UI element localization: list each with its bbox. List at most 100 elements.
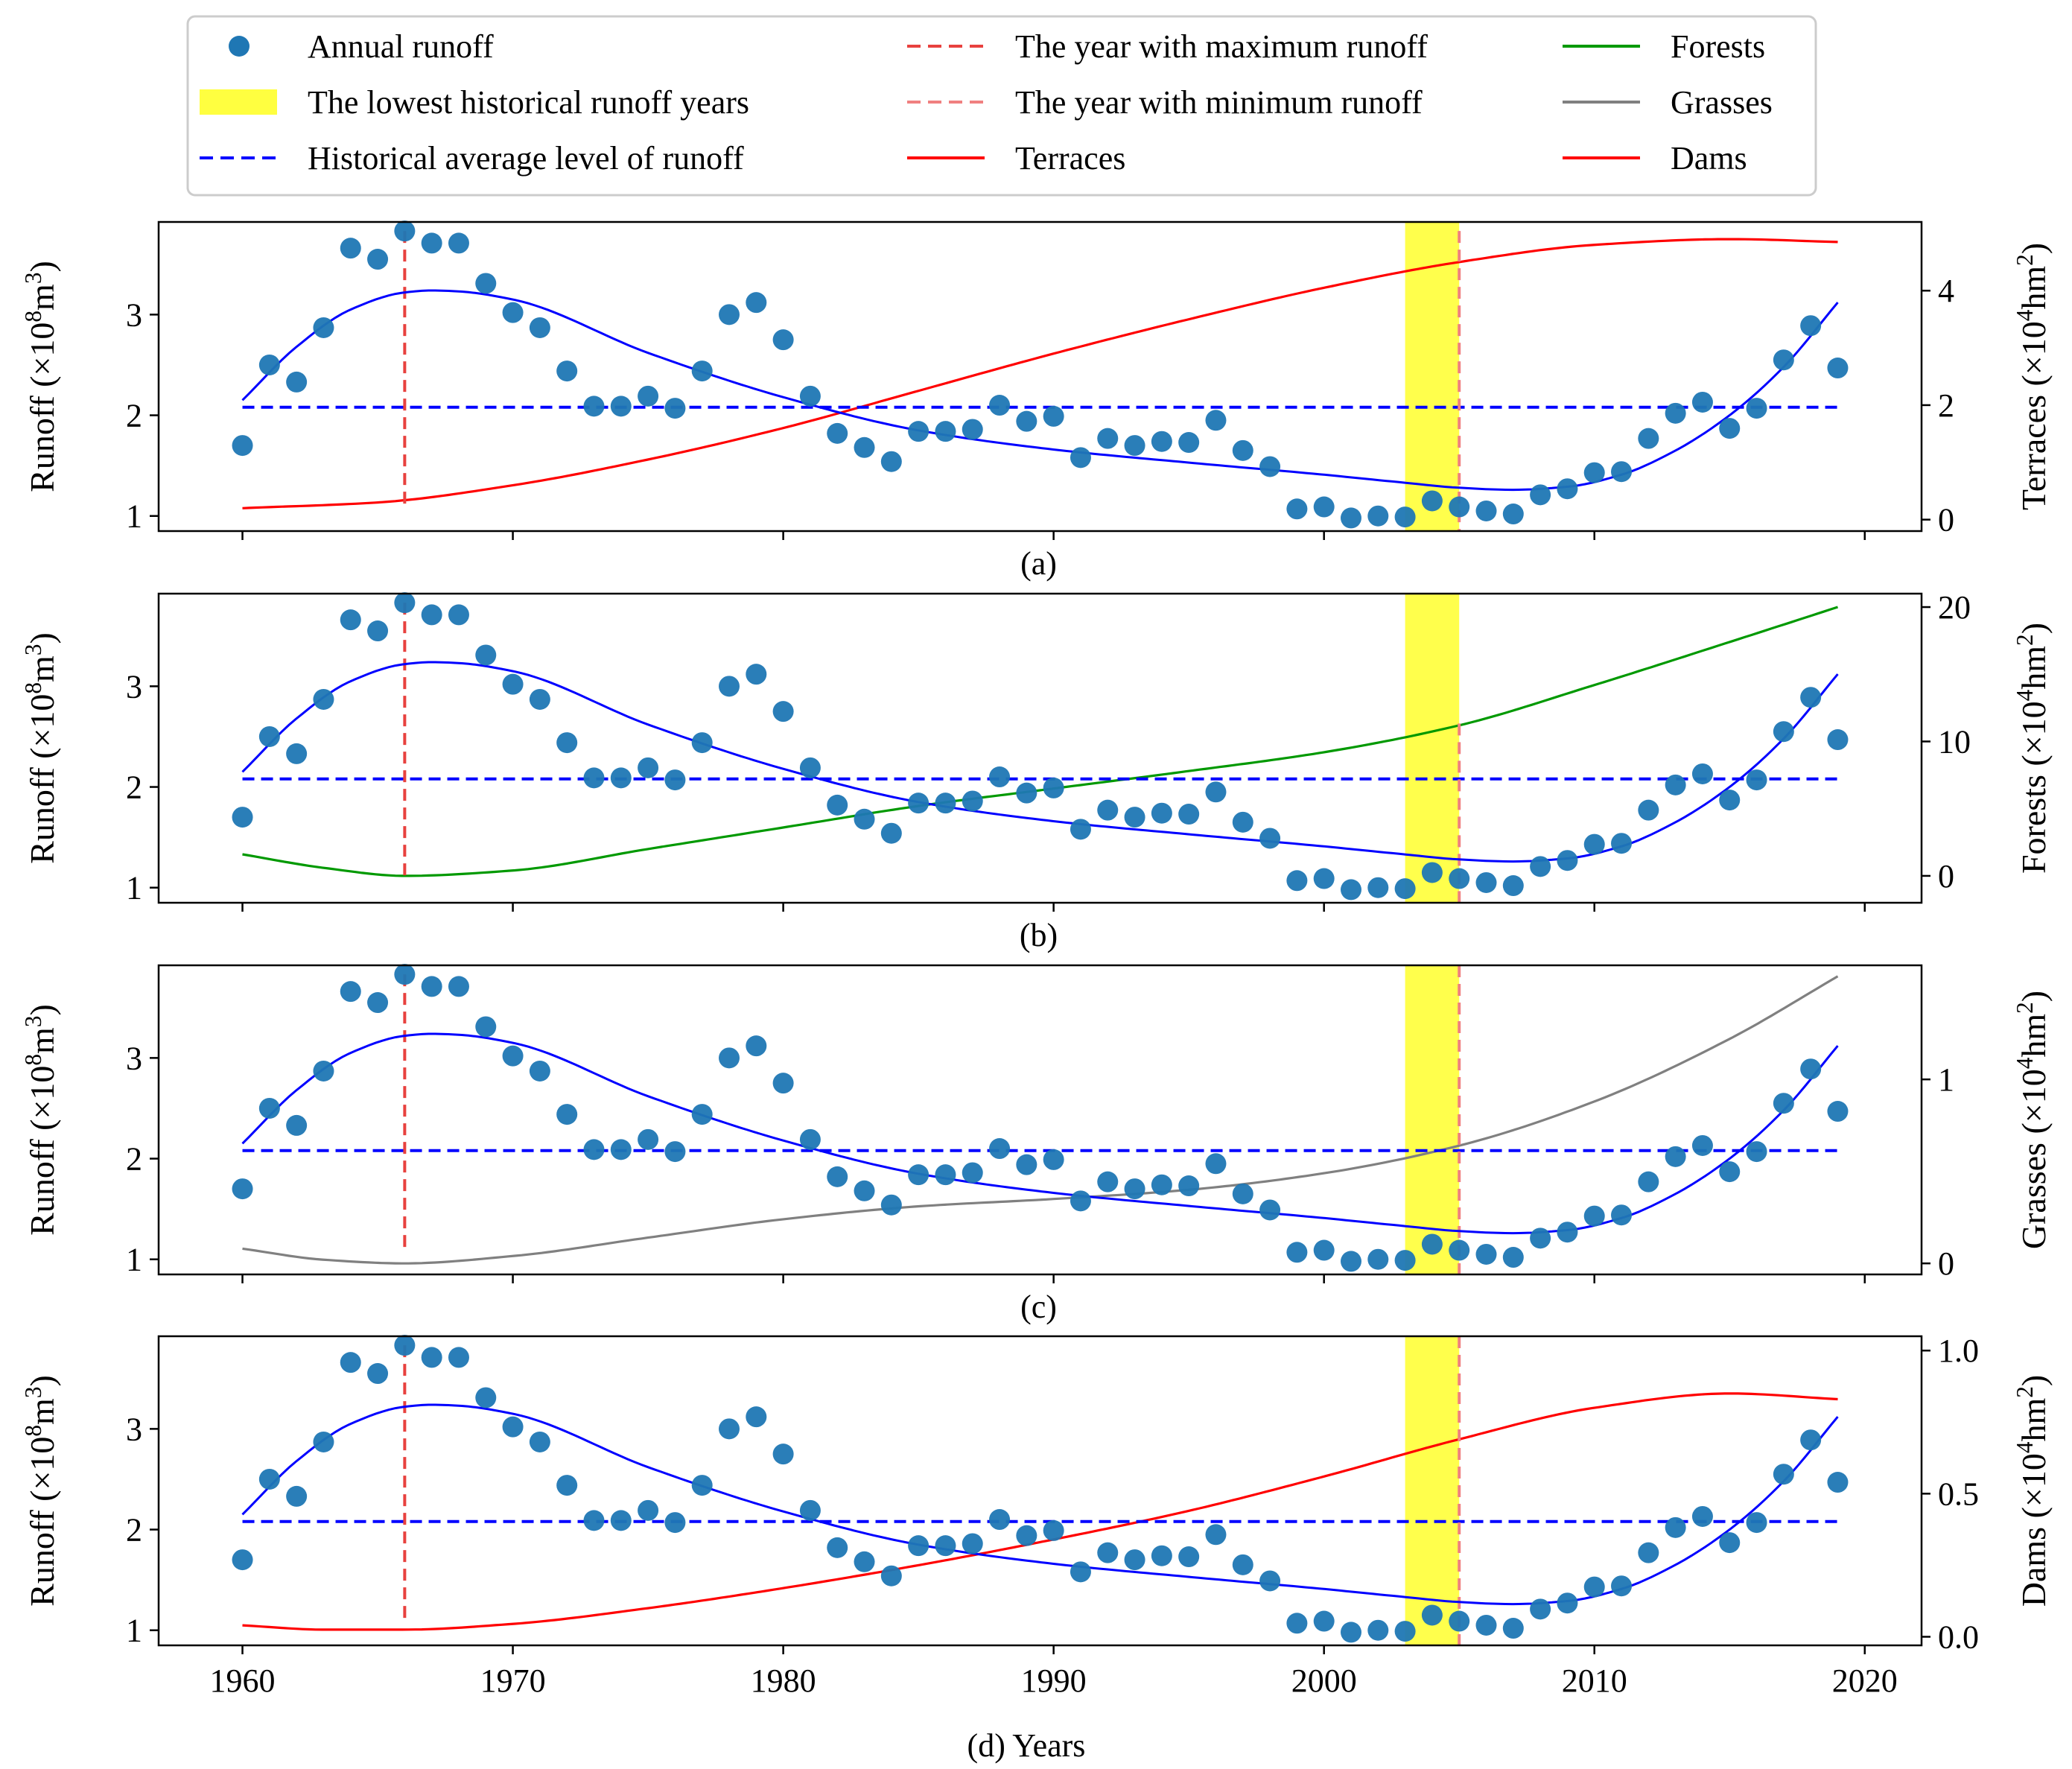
landuse-line bbox=[242, 606, 1838, 877]
annual-runoff-point bbox=[1827, 1472, 1849, 1493]
annual-runoff-point bbox=[1557, 478, 1578, 500]
annual-runoff-point bbox=[1043, 405, 1064, 427]
annual-runoff-point bbox=[1070, 1561, 1091, 1583]
annual-runoff-point bbox=[1557, 1222, 1578, 1243]
annual-runoff-point bbox=[1286, 498, 1308, 520]
annual-runoff-point bbox=[989, 766, 1011, 788]
annual-runoff-point bbox=[1449, 496, 1470, 518]
annual-runoff-point bbox=[421, 232, 442, 254]
annual-runoff-point bbox=[664, 1512, 686, 1534]
annual-runoff-point bbox=[1259, 828, 1281, 849]
annual-runoff-point bbox=[1043, 1519, 1064, 1541]
annual-runoff-point bbox=[394, 1335, 416, 1356]
annual-runoff-point bbox=[1773, 1093, 1794, 1114]
annual-runoff-point bbox=[719, 676, 740, 697]
right-axis-label: Dams (×104hm2) bbox=[2012, 1375, 2053, 1607]
annual-runoff-point bbox=[1097, 799, 1119, 821]
legend-label: The year with minimum runoff bbox=[1015, 84, 1423, 121]
annual-runoff-point bbox=[962, 790, 983, 812]
annual-runoff-point bbox=[475, 1016, 497, 1038]
annual-runoff-point bbox=[1313, 1239, 1335, 1261]
annual-runoff-point bbox=[1313, 496, 1335, 518]
annual-runoff-point bbox=[1232, 1183, 1253, 1204]
panel-caption: (a) bbox=[1020, 545, 1057, 582]
annual-runoff-point bbox=[962, 419, 983, 440]
annual-runoff-point bbox=[664, 398, 686, 419]
panel-frame bbox=[157, 220, 1923, 533]
annual-runoff-point bbox=[1449, 1239, 1470, 1261]
legend-label: Forests bbox=[1671, 28, 1765, 65]
annual-runoff-point bbox=[1016, 410, 1037, 432]
annual-runoff-point bbox=[1286, 1613, 1308, 1634]
x-tick-label: 2010 bbox=[1562, 1662, 1627, 1699]
annual-runoff-point bbox=[1583, 833, 1605, 855]
annual-runoff-point bbox=[610, 1510, 632, 1531]
annual-runoff-point bbox=[448, 1347, 469, 1368]
annual-runoff-point bbox=[1502, 504, 1524, 525]
right-tick-label: 0.0 bbox=[1938, 1619, 1979, 1655]
annual-runoff-point bbox=[610, 1139, 632, 1160]
left-axis-label: Runoff (×108m3) bbox=[20, 1375, 62, 1607]
legend: Annual runoff The lowest historical runof… bbox=[186, 15, 1817, 197]
annual-runoff-point bbox=[232, 435, 253, 457]
annual-runoff-point bbox=[1097, 1171, 1119, 1192]
annual-runoff-point bbox=[772, 701, 794, 722]
annual-runoff-point bbox=[1638, 428, 1659, 449]
annual-runoff-point bbox=[799, 757, 821, 778]
annual-runoff-point bbox=[1475, 1614, 1497, 1636]
annual-runoff-point bbox=[313, 1431, 334, 1452]
legend-item: The year with minimum runoff bbox=[907, 84, 1423, 121]
annual-runoff-point bbox=[1800, 315, 1822, 337]
annual-runoff-point bbox=[772, 1073, 794, 1094]
annual-runoff-point bbox=[908, 421, 929, 442]
annual-runoff-point bbox=[1638, 1542, 1659, 1563]
annual-runoff-point bbox=[340, 238, 361, 259]
annual-runoff-point bbox=[556, 1104, 578, 1125]
annual-runoff-point bbox=[935, 421, 956, 442]
annual-runoff-point bbox=[367, 1363, 389, 1385]
annual-runoff-point bbox=[1367, 505, 1389, 527]
annual-runoff-point bbox=[799, 385, 821, 407]
annual-runoff-point bbox=[583, 767, 605, 789]
annual-runoff-point bbox=[1746, 1141, 1767, 1163]
annual-runoff-point bbox=[908, 1535, 929, 1557]
legend-item: Terraces bbox=[907, 140, 1125, 177]
annual-runoff-point bbox=[1124, 807, 1145, 828]
annual-runoff-point bbox=[421, 604, 442, 626]
runoff-trend-line bbox=[241, 289, 1839, 492]
annual-runoff-point bbox=[1583, 462, 1605, 483]
left-tick-label: 1 bbox=[126, 870, 142, 906]
annual-runoff-point bbox=[556, 1475, 578, 1496]
left-tick-label: 2 bbox=[126, 398, 142, 434]
landuse-line bbox=[242, 1392, 1838, 1631]
annual-runoff-point bbox=[1394, 878, 1416, 900]
annual-runoff-point bbox=[746, 664, 767, 685]
annual-runoff-point bbox=[719, 304, 740, 325]
annual-runoff-point bbox=[1205, 781, 1227, 803]
annual-runoff-point bbox=[1367, 877, 1389, 898]
annual-runoff-point bbox=[502, 302, 524, 323]
annual-runoff-point bbox=[962, 1533, 983, 1554]
annual-runoff-point bbox=[799, 1499, 821, 1521]
right-axis-label: Terraces (×104hm2) bbox=[2012, 243, 2053, 510]
annual-runoff-point bbox=[1611, 833, 1633, 854]
annual-runoff-point bbox=[340, 1352, 361, 1373]
annual-runoff-point bbox=[1475, 871, 1497, 893]
annual-runoff-point bbox=[1232, 1554, 1253, 1575]
annual-runoff-point bbox=[1259, 1199, 1281, 1221]
legend-item: Grasses bbox=[1563, 84, 1773, 121]
annual-runoff-point bbox=[1097, 1542, 1119, 1563]
annual-runoff-point bbox=[367, 249, 389, 270]
annual-runoff-point bbox=[1421, 1604, 1443, 1626]
lowest-runoff-band bbox=[1405, 1336, 1460, 1645]
annual-runoff-point bbox=[746, 1035, 767, 1057]
annual-runoff-point bbox=[1773, 349, 1794, 371]
annual-runoff-point bbox=[1502, 1618, 1524, 1639]
annual-runoff-point bbox=[908, 793, 929, 814]
annual-runoff-point bbox=[1665, 1516, 1686, 1538]
annual-runoff-point bbox=[1394, 1250, 1416, 1271]
left-tick-label: 3 bbox=[126, 1411, 142, 1447]
right-tick-label: 2 bbox=[1938, 387, 1954, 424]
annual-runoff-point bbox=[232, 1549, 253, 1571]
annual-runoff-point bbox=[1286, 870, 1308, 892]
